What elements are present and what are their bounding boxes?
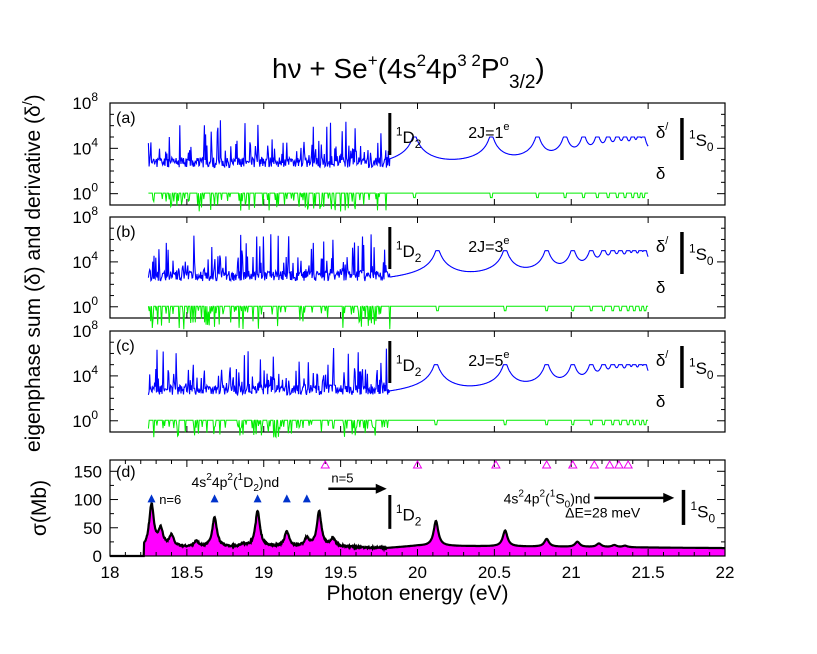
x-axis-label: Photon energy (eV) [326,582,508,605]
y-tick-label: 100 [72,181,98,204]
threshold-label-1D2: 1D2 [396,502,422,529]
x-tick-label: 20 [408,563,427,582]
series-label-sum: δ [656,278,665,297]
y-tick-label: 108 [72,318,98,341]
cross-section-line [110,502,725,558]
y-tick-label: 100 [72,294,98,317]
arrow-1S0-head [663,492,675,503]
panel-label: (c) [116,338,135,355]
x-tick-label: 18.5 [170,563,203,582]
title-sup2: 2 [417,51,426,70]
panel-frame [109,216,726,319]
x-tick-label: 21.5 [632,563,665,582]
marker-n5-triangle [623,460,633,469]
limit-label-1S0: 1S0 [689,127,714,154]
y-tick-label: 104 [72,363,98,386]
y-tick-label: 108 [72,204,98,227]
marker-n5-triangle [604,460,615,469]
series-label-sum: δ [656,164,665,183]
threshold-label-1D2: 1D2 [396,238,422,265]
series-derivative-line [147,347,649,397]
y-tick-label: 100 [72,408,98,431]
limit-label-1S0: 1S0 [689,355,714,382]
panel-1: 100 104 108 1D2 (a) 2J=1e δ/δ 1S0 [72,90,726,212]
panel-3: 100 104 108 1D2 (c) 2J=5e δ/δ 1S0 [72,318,726,439]
y-tick-label: 100 [74,491,102,510]
series-derivative-line [147,120,649,169]
x-tick-label: 19.5 [324,563,357,582]
series-eigenphase-line [147,305,649,330]
series-eigenphase-line [147,419,649,439]
marker-n5-triangle [491,460,501,469]
marker-n6-triangle [282,494,291,503]
title-o: o [500,51,509,70]
y-tick-label: 108 [72,90,98,113]
series-derivative-line [147,234,649,283]
series-label-derivative: δ/ [656,235,669,256]
title-main: hν + Se [272,53,368,84]
shared-ylabel: eigenphase sum (δ) and derivative (δ/) [19,94,45,452]
x-tick-label: 19 [254,563,273,582]
threshold-label-1D2: 1D2 [396,352,422,379]
marker-n5-triangle [614,460,624,469]
marker-n5-triangle [541,460,552,469]
title-P: P [481,53,500,84]
x-tick-label: 21 [562,563,581,582]
panel-label: (b) [116,224,136,241]
y-tick-label: 104 [72,135,98,158]
panel-2: 100 104 108 1D2 (b) 2J=3e δ/δ 1S0 [72,204,726,330]
series-label-derivative: δ/ [656,349,669,370]
y-tick-label: 50 [83,519,102,538]
series-label-sum: δ [656,392,665,411]
x-tick-label: 18 [101,563,120,582]
figure-title: hν + Se+(4s24p3 2Po3/2) [272,51,545,93]
symmetry-label: 2J=3e [468,235,509,256]
series-label-1D2: 4s24p2(1D2)nd [191,472,279,494]
marker-n5-triangle [412,460,423,469]
panel-4: 18 18.5 19 19.5 20 20.5 21 21.5 22 0 50 100 150 Photo… [28,459,735,605]
series-label-1S0: 4s24p2(1S0)nd [504,488,591,510]
marker-n6-triangle [253,494,262,503]
threshold-label-1D2: 1D2 [396,124,422,151]
panel-frame [109,102,726,206]
panels-group: 100 104 108 1D2 (a) 2J=1e δ/δ 1S0 100 104 108 1D2 (b… [28,90,734,605]
x-tick-label: 20.5 [478,563,511,582]
x-tick-label: 22 [716,563,735,582]
title-close: ) [535,53,544,84]
series-label-derivative: δ/ [656,121,669,142]
series-eigenphase-line [148,192,649,212]
marker-n6-triangle [147,494,156,503]
arrow-1D2-head [375,483,387,494]
marker-n6-triangle [210,494,219,503]
panel-frame [109,330,726,433]
symmetry-label: 2J=5e [468,349,509,370]
panel-label: (d) [116,464,136,481]
title-sub: 3/2 [509,72,535,93]
y-tick-label: 104 [72,249,98,272]
title-rest: (4s [378,53,417,84]
limit-label-1S0: 1S0 [689,241,714,268]
n6-label: n=6 [159,492,181,507]
marker-n5-triangle [567,460,578,469]
panel-label: (a) [116,110,136,127]
title-sup: + [368,51,378,70]
marker-n5-triangle [589,460,600,469]
symmetry-label: 2J=1e [468,121,509,142]
title-mid: 4p [426,53,457,84]
title-sup3: 3 2 [457,51,481,70]
y-axis-label: σ(Mb) [28,480,51,536]
limit-label-1S0: 1S0 [690,499,715,526]
n5-label: n=5 [331,471,353,486]
marker-n5-triangle [320,460,331,469]
y-tick-label: 0 [93,547,102,566]
resolution-label: ΔE=28 meV [565,505,641,521]
marker-n6-triangle [302,494,311,503]
y-tick-label: 150 [74,462,102,481]
